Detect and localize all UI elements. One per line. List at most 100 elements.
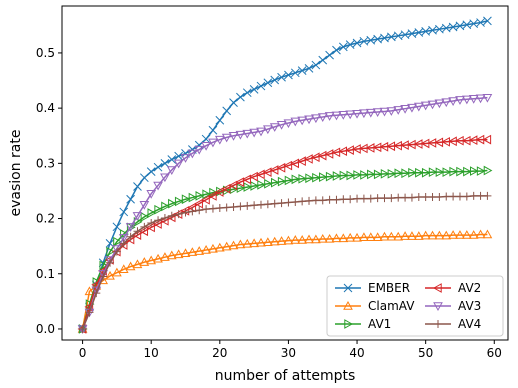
data-point	[442, 192, 451, 201]
data-point	[483, 165, 493, 176]
data-point	[113, 236, 122, 247]
data-point	[317, 113, 328, 122]
data-point	[387, 194, 396, 203]
data-point	[201, 244, 211, 254]
data-point	[208, 204, 217, 213]
data-point	[414, 193, 423, 202]
data-point	[132, 212, 143, 221]
data-point	[264, 178, 273, 189]
data-point	[393, 231, 404, 241]
data-point	[257, 180, 267, 190]
data-point	[263, 200, 272, 209]
data-point	[462, 192, 471, 201]
data-point	[202, 205, 211, 214]
data-point	[207, 191, 217, 201]
x-axis-label: number of attempts	[215, 368, 356, 384]
data-point	[469, 191, 478, 200]
legend-item-clamav: ClamAV	[335, 299, 415, 313]
data-point	[139, 201, 150, 210]
data-point	[476, 166, 486, 176]
data-point	[174, 210, 183, 219]
data-point	[312, 172, 321, 183]
data-point	[242, 238, 253, 248]
data-point	[222, 203, 231, 212]
data-point	[291, 174, 301, 185]
data-point	[283, 160, 293, 171]
data-point	[146, 190, 157, 199]
data-point	[482, 93, 493, 103]
data-point	[249, 238, 259, 248]
data-point	[318, 196, 327, 205]
data-point	[413, 102, 424, 112]
legend-label: AV1	[368, 317, 391, 331]
data-point	[221, 241, 232, 251]
legend-label: EMBER	[368, 281, 410, 295]
data-point	[256, 127, 266, 137]
data-point	[133, 182, 142, 191]
data-point	[119, 239, 128, 248]
data-point	[304, 115, 314, 125]
data-point	[214, 242, 225, 252]
data-point	[386, 231, 397, 241]
data-point	[482, 229, 493, 239]
data-point	[345, 110, 356, 120]
data-point	[434, 320, 442, 328]
data-point	[290, 158, 299, 169]
data-point	[475, 229, 486, 239]
data-point	[284, 175, 294, 186]
data-point	[249, 171, 258, 182]
data-point	[379, 231, 390, 241]
data-point	[118, 264, 129, 274]
data-point	[112, 222, 122, 232]
data-point	[188, 207, 197, 216]
data-point	[236, 92, 245, 102]
data-point	[118, 234, 129, 243]
data-point	[243, 182, 253, 192]
data-point	[311, 196, 320, 205]
data-point	[343, 283, 353, 293]
data-point	[373, 194, 382, 203]
data-point	[476, 18, 485, 27]
data-point	[483, 191, 492, 200]
data-point	[291, 197, 300, 206]
data-point	[338, 146, 348, 157]
data-point	[483, 16, 492, 26]
data-point	[455, 96, 465, 105]
data-point	[407, 231, 417, 240]
series-av4	[78, 191, 492, 333]
data-point	[420, 101, 431, 111]
data-point	[304, 64, 314, 73]
data-point	[99, 272, 108, 281]
data-point	[379, 107, 390, 117]
data-point	[456, 166, 465, 177]
data-point	[270, 199, 279, 208]
data-point	[386, 107, 397, 116]
data-point	[180, 248, 191, 258]
data-point	[331, 233, 342, 243]
data-point	[372, 232, 383, 242]
data-point	[194, 198, 203, 209]
data-point	[298, 197, 307, 206]
data-point	[262, 237, 273, 246]
data-point	[222, 106, 232, 116]
data-point	[441, 98, 452, 108]
data-point	[105, 270, 115, 280]
data-point	[345, 145, 354, 155]
data-point	[201, 194, 210, 205]
data-point	[147, 208, 157, 218]
data-point	[269, 236, 280, 246]
data-point	[401, 193, 410, 202]
data-point	[475, 94, 486, 104]
data-point	[352, 38, 362, 48]
y-tick-label: 0.4	[36, 101, 55, 115]
data-point	[332, 195, 341, 204]
data-point	[221, 183, 231, 194]
series-clamav	[77, 229, 493, 333]
data-point	[290, 117, 301, 127]
data-point	[180, 154, 191, 163]
data-point	[153, 181, 163, 191]
data-point	[325, 195, 334, 204]
data-point	[194, 246, 205, 255]
data-point	[434, 99, 445, 109]
